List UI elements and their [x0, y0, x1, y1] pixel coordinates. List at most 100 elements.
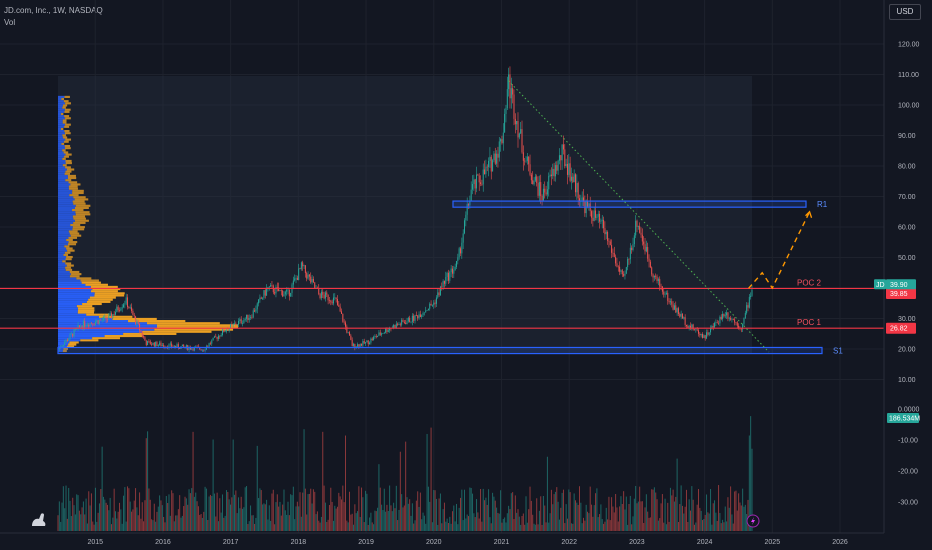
candle-body — [445, 276, 447, 284]
profile-bar-up — [58, 95, 65, 98]
volume-bar — [633, 498, 635, 531]
candle-body — [434, 302, 436, 304]
candle-body — [426, 310, 428, 311]
volume-bar — [557, 501, 559, 531]
poc-label: POC 2 — [797, 278, 822, 287]
time-tick-label: 2017 — [223, 539, 239, 546]
profile-bar-up — [58, 164, 63, 167]
profile-bar-down — [68, 187, 78, 190]
volume-bar — [564, 523, 566, 531]
volume-bar — [326, 521, 328, 531]
volume-bar — [689, 510, 691, 531]
candle-body — [350, 335, 352, 340]
profile-bar-down — [65, 170, 72, 173]
volume-bar — [546, 456, 548, 531]
candle-body — [256, 303, 258, 310]
volume-bar — [92, 521, 94, 531]
candle-body — [311, 278, 313, 283]
volume-bar — [232, 439, 234, 531]
projection-path[interactable] — [748, 211, 811, 290]
candle-body — [225, 330, 227, 332]
candle-body — [659, 279, 661, 287]
volume-bar — [526, 522, 528, 531]
volume-bar — [318, 520, 320, 531]
profile-bar-down — [63, 253, 69, 256]
volume-bar — [69, 500, 71, 531]
volume-bar — [390, 505, 392, 531]
volume-bar — [520, 524, 522, 531]
candle-body — [530, 174, 532, 181]
profile-bar-up — [58, 185, 69, 188]
candle-body — [401, 320, 403, 325]
profile-bar-up — [58, 134, 63, 137]
candle-body — [516, 120, 518, 125]
profile-bar-up — [58, 300, 87, 303]
volume-bar — [401, 494, 403, 531]
volume-bar — [109, 497, 111, 531]
profile-bar-down — [73, 217, 86, 220]
candle-body — [415, 315, 417, 316]
profile-bar-up — [58, 241, 69, 244]
candle-body — [328, 300, 330, 301]
candle-body — [238, 320, 240, 325]
volume-bar — [129, 501, 131, 531]
candle-body — [712, 326, 714, 328]
volume-bar — [85, 498, 87, 531]
candle-body — [132, 310, 134, 315]
zone-s1[interactable] — [57, 346, 823, 355]
profile-bar-down — [92, 288, 121, 291]
volume-bar — [449, 516, 451, 531]
profile-bar-up — [58, 168, 67, 171]
candle-body — [276, 286, 278, 288]
lightning-icon[interactable] — [746, 514, 760, 528]
drawings[interactable]: R1 S1 POC 2 POC 1 — [0, 80, 884, 356]
profile-bar-down — [69, 270, 80, 274]
volume-bar — [189, 493, 191, 531]
volume-bar — [252, 515, 254, 531]
volume-bar — [74, 514, 76, 531]
volume-indicator-label[interactable]: Vol — [4, 18, 16, 27]
volume-bar — [375, 511, 377, 531]
candle-body — [689, 325, 691, 328]
candle-body — [359, 343, 361, 347]
volume-tick-label: -10.00 — [898, 438, 918, 445]
candle-body — [738, 325, 740, 328]
volume-bar — [668, 521, 670, 531]
candle-body — [377, 335, 379, 338]
candle-body — [464, 220, 466, 234]
candle-body — [127, 297, 129, 308]
profile-bar-down — [64, 155, 70, 158]
profile-bar-up — [58, 234, 71, 237]
volume-bar — [61, 502, 63, 531]
profile-bar-up — [58, 317, 113, 321]
price-tick-label: 50.00 — [898, 255, 916, 262]
volume-bar — [595, 493, 597, 531]
volume-bar — [461, 489, 463, 531]
volume-bar — [334, 505, 336, 531]
profile-bar-up — [58, 268, 66, 271]
volume-bar — [351, 513, 353, 531]
candle-body — [149, 341, 151, 345]
profile-bar-down — [78, 309, 95, 312]
candle-body — [655, 275, 657, 277]
volume-bar — [552, 504, 554, 531]
volume-bar — [124, 487, 126, 531]
profile-bar-up — [58, 226, 73, 229]
candle-body — [157, 344, 159, 347]
profile-bar-up — [58, 204, 76, 207]
volume-bar — [155, 521, 157, 531]
candle-body — [512, 88, 514, 95]
volume-bar — [433, 490, 435, 531]
zone-r1[interactable] — [452, 200, 807, 208]
trendline[interactable] — [507, 80, 770, 353]
candle-body — [620, 270, 622, 272]
candle-body — [439, 286, 441, 296]
candle-body — [538, 182, 540, 196]
candle-body — [454, 266, 456, 271]
volume-bar — [621, 503, 623, 531]
currency-selector[interactable]: USD — [889, 4, 921, 20]
volume-bar — [619, 506, 621, 531]
volume-bar — [446, 518, 448, 531]
volume-bar — [497, 512, 499, 531]
